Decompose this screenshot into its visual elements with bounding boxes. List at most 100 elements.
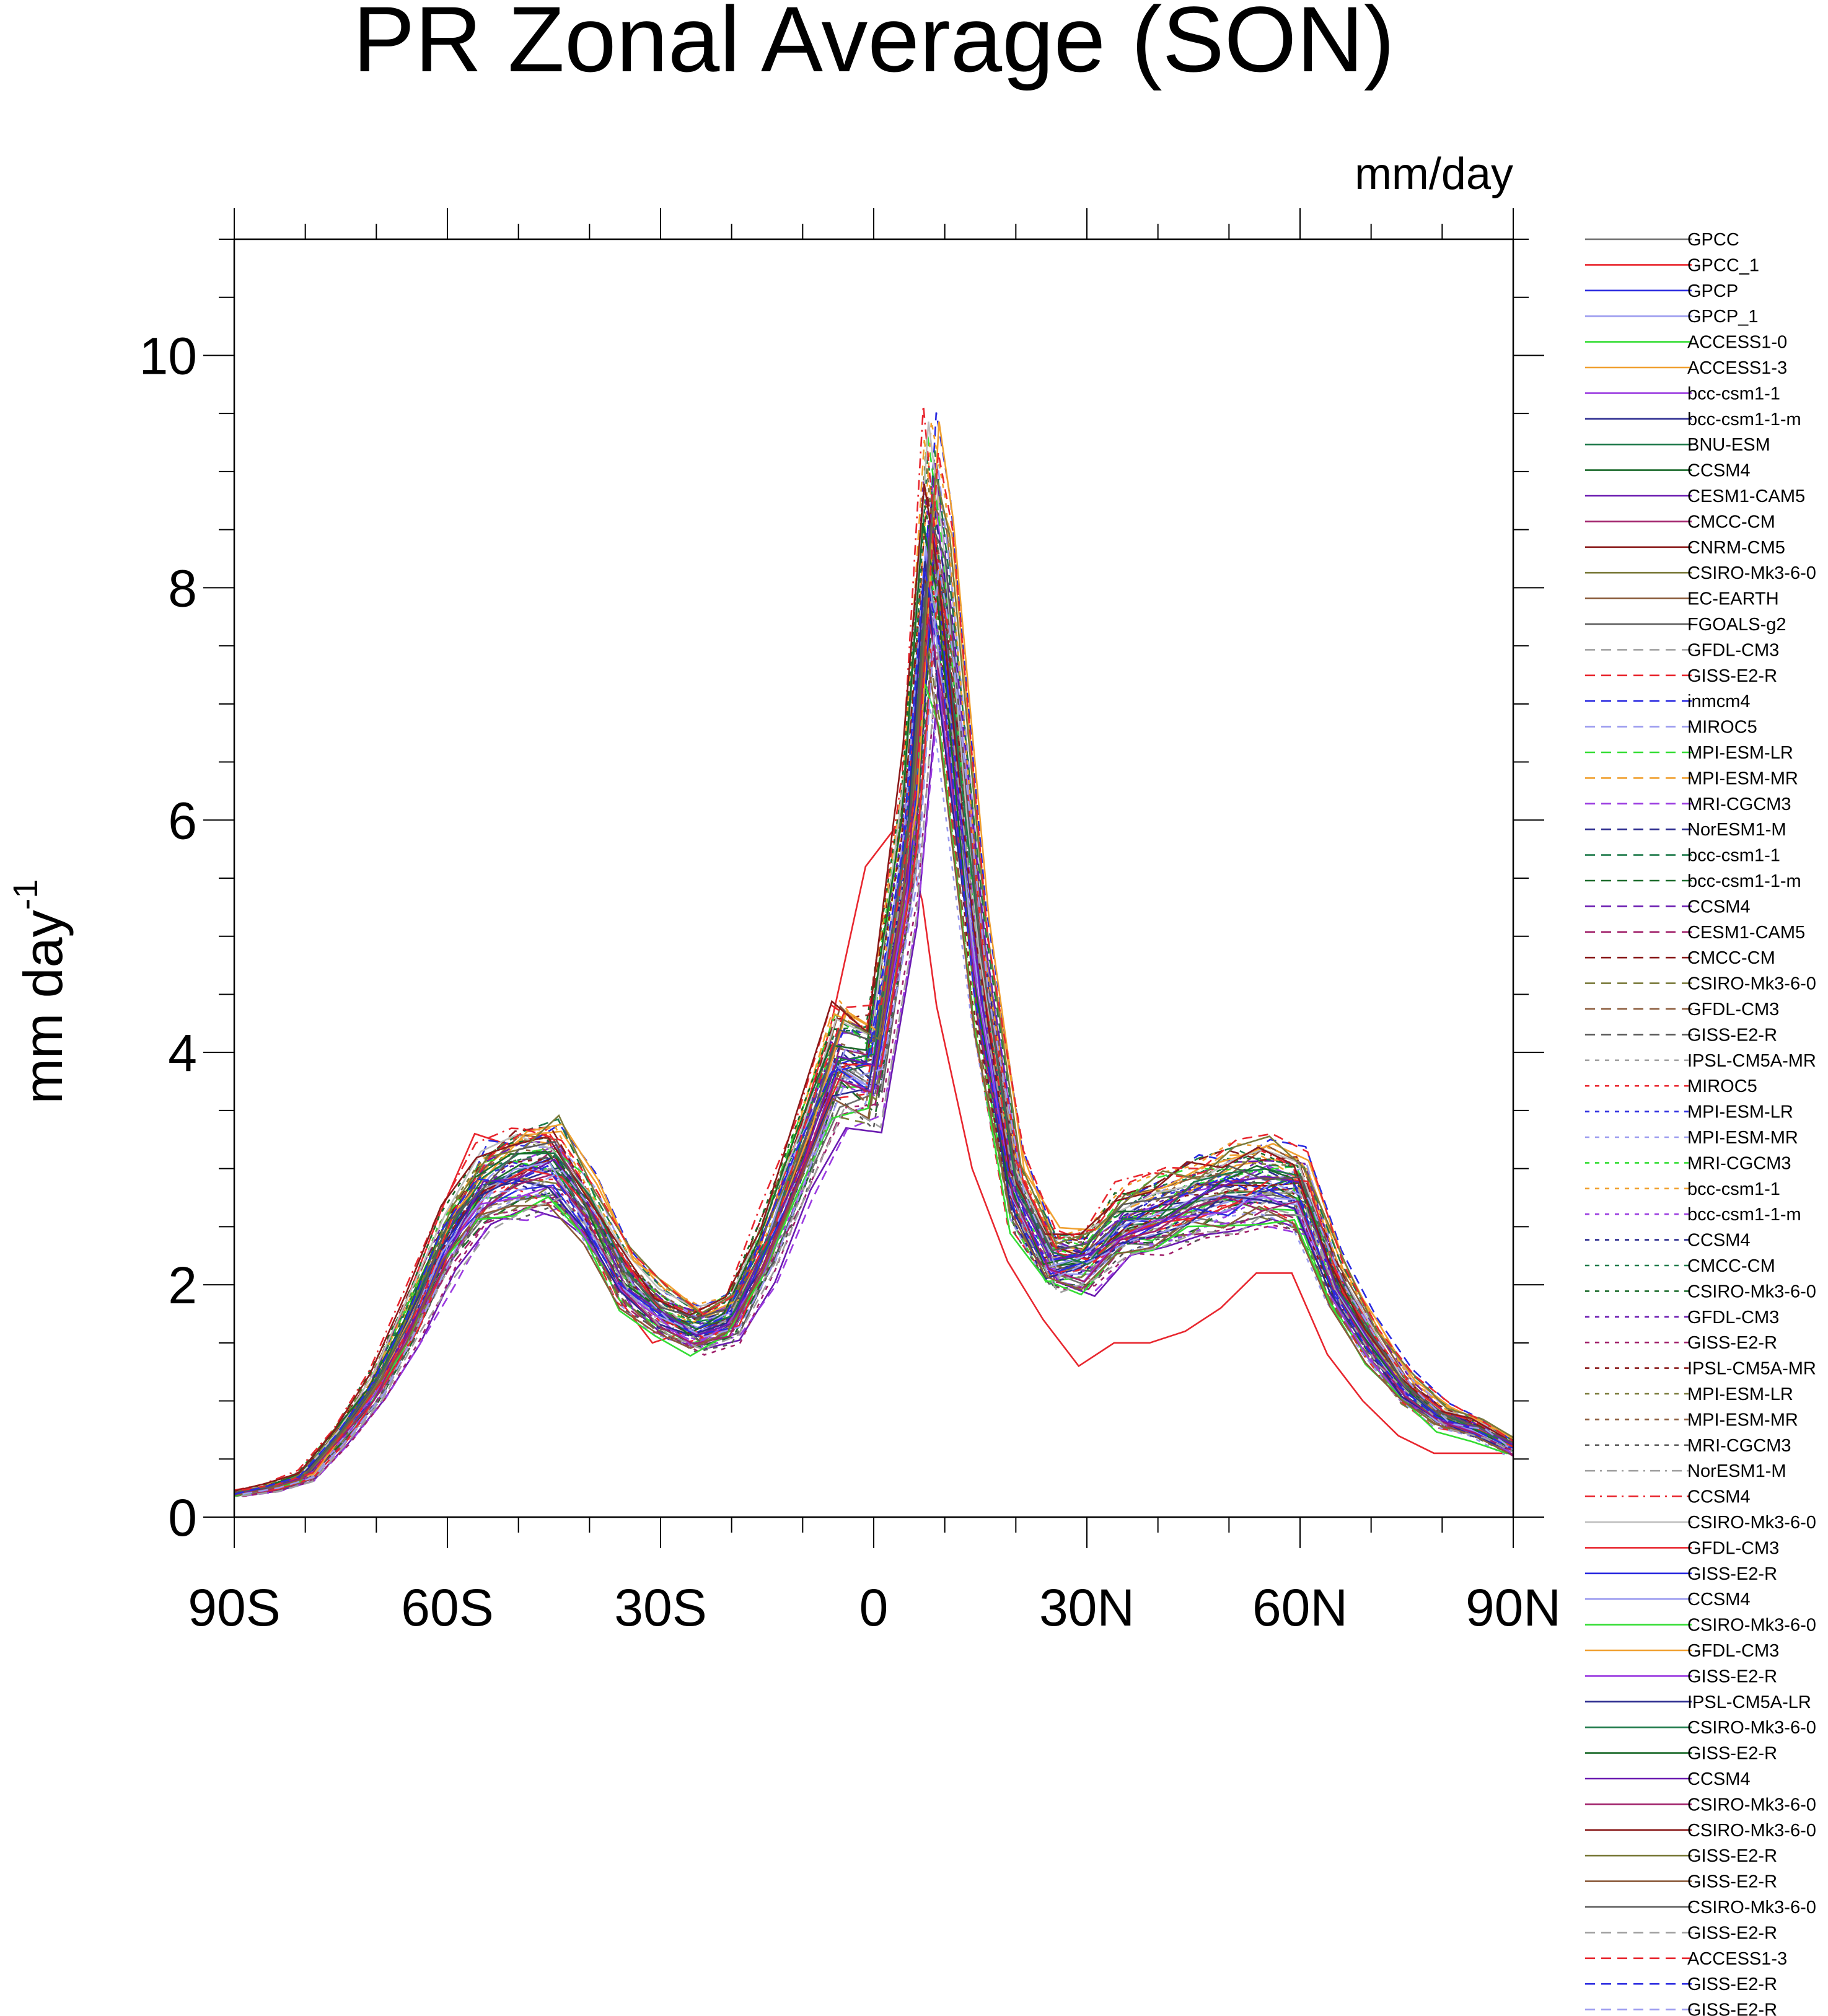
legend-label: bcc-csm1-1 xyxy=(1687,384,1780,403)
series-line-65 xyxy=(234,522,1514,1494)
legend-label: GISS-E2-R xyxy=(1687,1872,1777,1892)
legend-label: GISS-E2-R xyxy=(1687,1974,1777,1994)
series-line-40 xyxy=(234,455,1511,1494)
series-line-68 xyxy=(234,566,1508,1495)
series-line-60 xyxy=(234,514,1514,1495)
legend-label: GISS-E2-R xyxy=(1687,1923,1777,1943)
series-line-69 xyxy=(242,562,1514,1495)
legend-label: CSIRO-Mk3-6-0 xyxy=(1687,1513,1816,1533)
legend-label: MPI-ESM-MR xyxy=(1687,1410,1798,1430)
series-line-67 xyxy=(242,452,1514,1491)
series-line-66 xyxy=(241,651,1514,1497)
y-tick-label: 6 xyxy=(168,791,197,850)
y-tick-label: 10 xyxy=(139,327,197,385)
x-tick-label: 30N xyxy=(1039,1578,1135,1637)
x-tick-label: 0 xyxy=(859,1578,889,1637)
legend-label: GISS-E2-R xyxy=(1687,1744,1777,1764)
series-line-48 xyxy=(234,577,1511,1496)
legend-label: MRI-CGCM3 xyxy=(1687,1436,1791,1456)
series-line-63 xyxy=(239,473,1514,1492)
legend-label: EC-EARTH xyxy=(1687,589,1779,609)
legend-label: CESM1-CAM5 xyxy=(1687,923,1805,943)
series-line-64 xyxy=(234,642,1508,1496)
plot-series-group xyxy=(234,405,1514,1497)
series-line-17 xyxy=(234,627,1506,1497)
legend-label: MPI-ESM-MR xyxy=(1687,1128,1798,1148)
legend-label: GFDL-CM3 xyxy=(1687,1308,1779,1327)
legend-label: CSIRO-Mk3-6-0 xyxy=(1687,1898,1816,1917)
legend-label: GISS-E2-R xyxy=(1687,1025,1777,1045)
axes-group: 0 2 4 6 8 10 90S 60S 30S 0 30N 60N 90N xyxy=(139,208,1561,1637)
legend-label: CMCC-CM xyxy=(1687,1256,1775,1276)
legend-label: CCSM4 xyxy=(1687,897,1751,917)
legend-label: CCSM4 xyxy=(1687,1487,1751,1507)
legend-label: CSIRO-Mk3-6-0 xyxy=(1687,974,1816,994)
series-line-26 xyxy=(239,462,1514,1493)
legend-label: CMCC-CM xyxy=(1687,512,1775,532)
legend-label: CSIRO-Mk3-6-0 xyxy=(1687,563,1816,583)
legend-label: GISS-E2-R xyxy=(1687,1564,1777,1584)
legend-label: inmcm4 xyxy=(1687,692,1751,711)
legend-label: CSIRO-Mk3-6-0 xyxy=(1687,1616,1816,1635)
legend-label: CMCC-CM xyxy=(1687,948,1775,968)
series-line-42 xyxy=(234,481,1506,1494)
legend-label: GISS-E2-R xyxy=(1687,1333,1777,1353)
legend-label: CSIRO-Mk3-6-0 xyxy=(1687,1821,1816,1841)
y-tick-label: 8 xyxy=(168,559,197,617)
legend-label: ACCESS1-3 xyxy=(1687,358,1787,378)
legend-label: MPI-ESM-MR xyxy=(1687,768,1798,788)
chart-title: PR Zonal Average (SON) xyxy=(353,0,1394,91)
legend-label: ACCESS1-3 xyxy=(1687,1949,1787,1969)
series-line-36 xyxy=(234,508,1505,1494)
series-line-52 xyxy=(234,621,1513,1495)
legend-label: GFDL-CM3 xyxy=(1687,1538,1779,1558)
legend-label: IPSL-CM5A-LR xyxy=(1687,1692,1811,1712)
legend-label: bcc-csm1-1-m xyxy=(1687,871,1801,891)
y-axis-label-text: mm day xyxy=(12,910,74,1104)
legend-label: NorESM1-M xyxy=(1687,820,1786,840)
series-line-18 xyxy=(239,412,1514,1492)
legend-label: ACCESS1-0 xyxy=(1687,333,1787,353)
series-line-43 xyxy=(242,646,1514,1497)
legend-label: GISS-E2-R xyxy=(1687,666,1777,686)
series-line-53 xyxy=(234,545,1509,1494)
legend-label: GFDL-CM3 xyxy=(1687,1000,1779,1019)
legend-label: CCSM4 xyxy=(1687,1231,1751,1251)
legend-label: CCSM4 xyxy=(1687,461,1751,481)
legend-label: MRI-CGCM3 xyxy=(1687,795,1791,814)
y-axis-label-exponent: -1 xyxy=(6,879,45,910)
legend-label: GPCC_1 xyxy=(1687,255,1759,275)
series-line-39 xyxy=(234,586,1511,1497)
legend-label: MPI-ESM-LR xyxy=(1687,743,1793,763)
legend-label: MIROC5 xyxy=(1687,1076,1757,1096)
x-tick-label: 90S xyxy=(188,1578,280,1637)
legend-label: GPCC xyxy=(1687,230,1739,250)
legend-label: GPCP_1 xyxy=(1687,307,1758,327)
series-line-21 xyxy=(234,440,1508,1494)
series-line-28 xyxy=(234,494,1510,1493)
legend-label: NorESM1-M xyxy=(1687,1461,1786,1481)
legend-label: CSIRO-Mk3-6-0 xyxy=(1687,1282,1816,1301)
series-line-45 xyxy=(234,454,1509,1494)
legend-label: CSIRO-Mk3-6-0 xyxy=(1687,1718,1816,1738)
units-label: mm/day xyxy=(1355,149,1513,199)
series-line-10 xyxy=(242,682,1514,1497)
series-line-41 xyxy=(234,496,1506,1492)
legend-label: GPCP xyxy=(1687,281,1738,301)
legend-label: bcc-csm1-1-m xyxy=(1687,410,1801,429)
y-tick-label: 4 xyxy=(168,1024,197,1082)
y-tick-label: 0 xyxy=(168,1489,197,1547)
legend-label: GISS-E2-R xyxy=(1687,1846,1777,1866)
legend-label: CESM1-CAM5 xyxy=(1687,486,1805,506)
legend-label: IPSL-CM5A-MR xyxy=(1687,1359,1816,1379)
legend: GPCC GPCC_1 GPCP GPCP_1 ACCESS1-0 ACCESS1-3 bc… xyxy=(1585,230,1816,2016)
series-line-1 xyxy=(234,818,1505,1495)
x-tick-label: 90N xyxy=(1465,1578,1561,1637)
series-line-29 xyxy=(234,627,1508,1497)
legend-label: IPSL-CM5A-MR xyxy=(1687,1051,1816,1071)
legend-label: BNU-ESM xyxy=(1687,435,1770,455)
legend-label: CCSM4 xyxy=(1687,1590,1751,1609)
legend-label: FGOALS-g2 xyxy=(1687,615,1786,635)
x-tick-label: 60N xyxy=(1252,1578,1348,1637)
